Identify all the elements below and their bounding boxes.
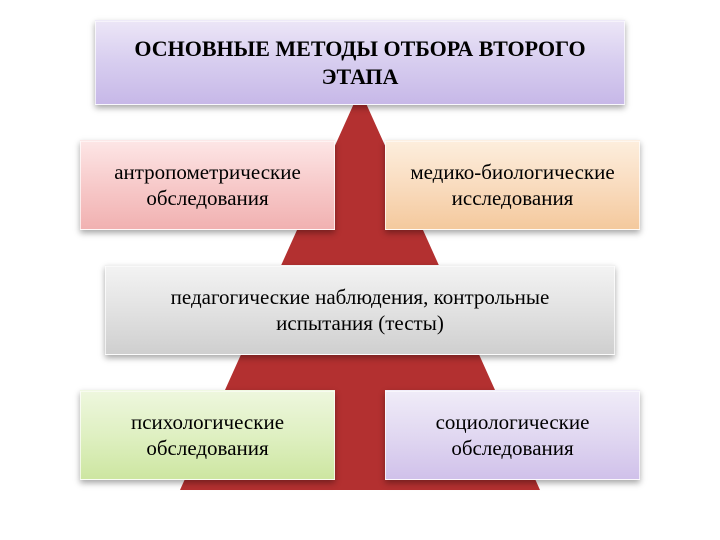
box-sociological: социологические обследования bbox=[385, 390, 640, 480]
title-box: ОСНОВНЫЕ МЕТОДЫ ОТБОРА ВТОРОГО ЭТАПА bbox=[95, 20, 625, 105]
box-pedagogical: педагогические наблюдения, контрольные и… bbox=[105, 265, 615, 355]
box-medical-biological-label: медико-биологические исследования bbox=[386, 159, 639, 212]
box-medical-biological: медико-биологические исследования bbox=[385, 140, 640, 230]
box-sociological-label: социологические обследования bbox=[386, 409, 639, 462]
box-pedagogical-label: педагогические наблюдения, контрольные и… bbox=[126, 284, 594, 337]
box-psychological-label: психологические обследования bbox=[81, 409, 334, 462]
box-anthropometric: антропометрические обследования bbox=[80, 140, 335, 230]
diagram-canvas: ОСНОВНЫЕ МЕТОДЫ ОТБОРА ВТОРОГО ЭТАПА ант… bbox=[0, 0, 720, 540]
box-anthropometric-label: антропометрические обследования bbox=[81, 159, 334, 212]
box-psychological: психологические обследования bbox=[80, 390, 335, 480]
title-text: ОСНОВНЫЕ МЕТОДЫ ОТБОРА ВТОРОГО ЭТАПА bbox=[116, 35, 604, 90]
